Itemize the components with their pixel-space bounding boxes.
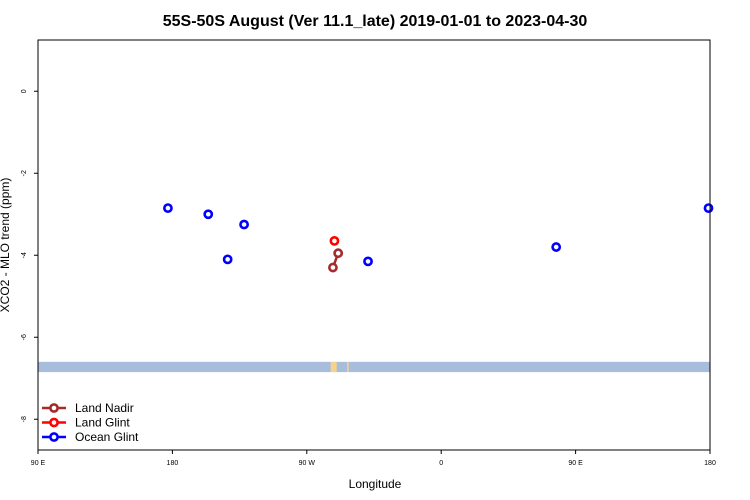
legend-label-ocean-glint: Ocean Glint bbox=[75, 430, 139, 444]
series-land-nadir bbox=[328, 248, 344, 273]
ocean-band bbox=[38, 361, 710, 373]
series-ocean-glint bbox=[163, 203, 714, 267]
y-tick-label: -2 bbox=[21, 170, 28, 176]
land-patch bbox=[330, 361, 337, 373]
point-ocean-glint bbox=[163, 203, 173, 213]
y-tick-label: -6 bbox=[21, 334, 28, 340]
y-axis-label: XCO2 - MLO trend (ppm) bbox=[0, 178, 12, 313]
plot-frame bbox=[37, 39, 711, 451]
x-axis: 90 E 180 90 W 0 90 E 180 bbox=[31, 450, 716, 467]
point-ocean-glint bbox=[222, 254, 233, 265]
y-axis: 0 -2 -4 -6 -8 bbox=[21, 89, 38, 422]
y-tick-label: 0 bbox=[21, 89, 28, 93]
legend-marker-land-nadir bbox=[49, 403, 59, 413]
series-layer bbox=[163, 203, 714, 273]
point-land-nadir bbox=[333, 248, 344, 259]
point-land-nadir bbox=[328, 262, 338, 273]
x-axis-label: Longitude bbox=[349, 477, 402, 491]
legend-label-land-glint: Land Glint bbox=[75, 416, 130, 430]
chart-title: 55S-50S August (Ver 11.1_late) 2019-01-0… bbox=[163, 13, 588, 30]
x-tick-label: 180 bbox=[167, 460, 179, 467]
legend-item-ocean-glint: Ocean Glint bbox=[42, 430, 139, 444]
legend-marker-land-glint bbox=[49, 417, 59, 428]
y-tick-label: -4 bbox=[21, 252, 28, 258]
x-tick-label: 90 E bbox=[31, 460, 46, 467]
legend-item-land-glint: Land Glint bbox=[42, 416, 130, 430]
point-ocean-glint bbox=[551, 242, 562, 252]
x-tick-label: 180 bbox=[704, 460, 716, 467]
y-tick-label: -8 bbox=[21, 416, 28, 422]
legend-marker-ocean-glint bbox=[49, 432, 59, 442]
point-land-glint bbox=[329, 235, 340, 246]
land-patch bbox=[347, 361, 349, 373]
point-ocean-glint bbox=[203, 209, 214, 220]
x-tick-label: 90 W bbox=[299, 460, 316, 467]
point-ocean-glint bbox=[363, 256, 373, 267]
legend-item-land-nadir: Land Nadir bbox=[42, 401, 134, 415]
point-ocean-glint bbox=[239, 219, 249, 230]
land-band bbox=[38, 361, 710, 373]
x-tick-label: 90 E bbox=[568, 460, 583, 467]
point-ocean-glint bbox=[703, 203, 714, 213]
x-tick-label: 0 bbox=[439, 460, 443, 467]
series-land-glint bbox=[329, 235, 340, 246]
legend-label-land-nadir: Land Nadir bbox=[75, 401, 134, 415]
